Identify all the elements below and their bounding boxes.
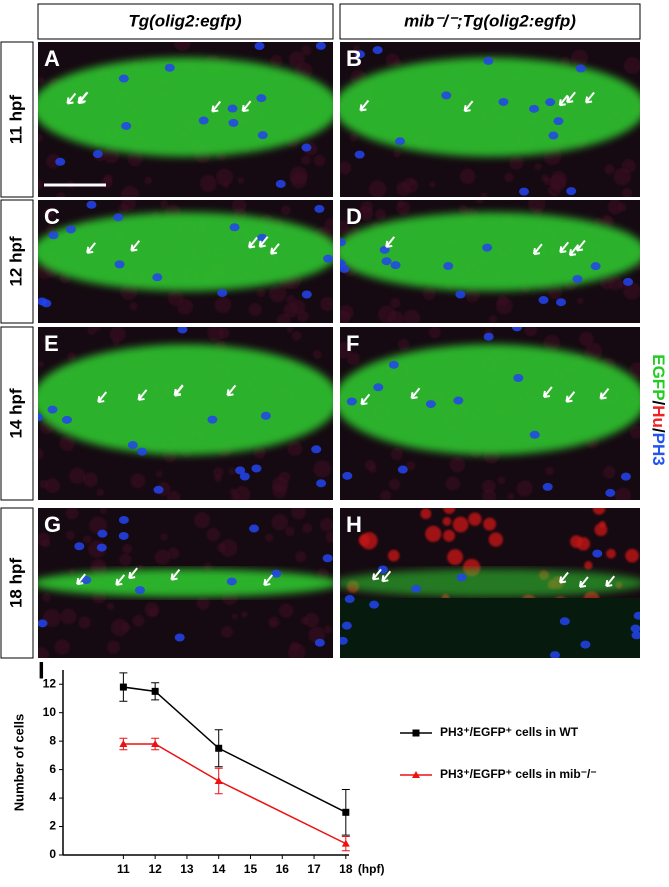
micrograph: G [38, 508, 333, 658]
legend-label: PH3⁺/EGFP⁺ cells in WT [440, 725, 579, 739]
row-label-box [0, 41, 34, 198]
micrograph: B [340, 42, 640, 197]
column-header: Tg(olig2:egfp) [128, 11, 242, 30]
row-label-box [0, 326, 34, 501]
x-tick-label: 16 [276, 862, 290, 876]
panel-letter: E [44, 331, 59, 356]
panel-letter: F [346, 331, 359, 356]
y-tick-label: 8 [49, 733, 56, 747]
marker [119, 683, 127, 691]
channel-part: / [649, 401, 668, 406]
legend-marker [412, 771, 420, 778]
x-axis-label: (hpf) [358, 862, 385, 876]
y-tick-label: 10 [43, 705, 57, 719]
row-label: 12 hpf [6, 236, 25, 286]
micrograph: D [340, 200, 640, 323]
y-tick-label: 6 [49, 762, 56, 776]
marker [151, 740, 160, 747]
y-tick-label: 0 [49, 847, 56, 861]
channel-label: EGFP/Hu/PH3 [649, 354, 668, 466]
micrograph: H [340, 508, 640, 658]
panel-letter: B [346, 46, 362, 71]
x-tick-label: 12 [148, 862, 162, 876]
panel-letter: D [346, 204, 362, 229]
x-tick-label: 13 [180, 862, 194, 876]
y-axis-label: Number of cells [11, 714, 26, 812]
marker [151, 687, 159, 695]
x-tick-label: 18 [339, 862, 353, 876]
line-chart: I Number of cells 0 2 4 6 8 10 12 11 12 13 14 15 16 17 1… [11, 657, 596, 876]
y-tick-label: 4 [49, 790, 56, 804]
channel-part: EGFP [649, 354, 668, 400]
channel-part: Hu [649, 405, 668, 428]
row-label-box [0, 507, 34, 659]
micrograph: C [38, 200, 333, 323]
y-tick-label: 12 [43, 676, 57, 690]
y-tick-label: 2 [49, 819, 56, 833]
panel-grid: 11 hpf A B 12 hpf C D 14 hpf E F 18 hpf G H [0, 41, 640, 659]
marker [215, 744, 223, 752]
panel-letter: C [44, 204, 60, 229]
legend-marker [412, 729, 420, 737]
x-tick-label: 17 [307, 862, 321, 876]
marker [342, 808, 350, 816]
column-header: mib⁻/⁻;Tg(olig2:egfp) [404, 11, 576, 30]
marker [214, 777, 223, 784]
panel-letter: H [346, 512, 362, 537]
panel-letter: A [44, 46, 60, 71]
marker [119, 740, 128, 747]
marker [341, 839, 350, 847]
row-label: 18 hpf [6, 558, 25, 608]
legend-label: PH3⁺/EGFP⁺ cells in mib⁻/⁻ [440, 767, 597, 781]
series-line [123, 686, 347, 813]
x-tick-label: 11 [117, 862, 130, 876]
panel-letter: I [38, 657, 45, 684]
x-tick-label: 14 [212, 862, 226, 876]
series-line [123, 743, 347, 845]
header-box [37, 3, 334, 40]
micrograph: A [38, 42, 333, 197]
header-box [339, 3, 641, 40]
row-label: 11 hpf [6, 95, 25, 144]
channel-part: PH3 [649, 433, 668, 466]
micrograph: F [340, 327, 640, 500]
channel-part: / [649, 428, 668, 433]
panel-letter: G [44, 512, 61, 537]
micrograph: E [38, 327, 333, 500]
row-label: 14 hpf [6, 388, 25, 438]
row-label-box [0, 199, 34, 324]
x-tick-label: 15 [244, 862, 258, 876]
